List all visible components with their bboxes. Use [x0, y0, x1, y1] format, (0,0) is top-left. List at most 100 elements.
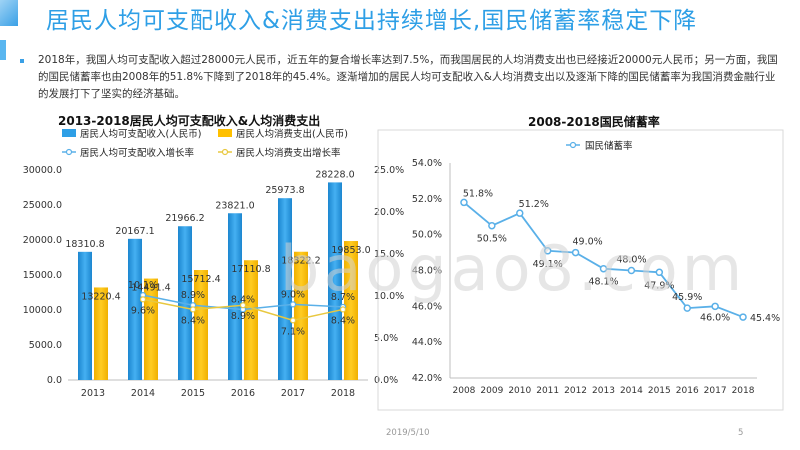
- savings-x-tick-label: 2014: [620, 386, 643, 396]
- corner-decoration: [0, 0, 18, 26]
- legend-marker-2: [65, 148, 73, 156]
- savings-chart-title: 2008-2018国民储蓄率: [528, 115, 660, 129]
- spending-growth-label: 8.4%: [181, 315, 205, 326]
- savings-point-label: 48.0%: [616, 255, 646, 266]
- income-bar: [228, 213, 242, 380]
- savings-point-label: 47.9%: [644, 280, 674, 291]
- right-tick-label: 10.0%: [374, 291, 404, 302]
- spending-growth-label: 7.1%: [281, 326, 305, 337]
- income-chart-title: 2013-2018居民人均可支配收入&人均消费支出: [58, 114, 321, 128]
- spending-growth-label: 8.4%: [331, 315, 355, 326]
- savings-point-label: 49.0%: [572, 237, 602, 248]
- savings-y-tick-label: 44.0%: [412, 337, 442, 348]
- legend-label-2: 居民人均可支配收入增长率: [80, 147, 195, 159]
- savings-point-label: 45.4%: [750, 313, 780, 324]
- income-x-tick-label: 2015: [181, 388, 205, 399]
- savings-point: [516, 209, 524, 217]
- right-tick-label: 0.0%: [374, 375, 398, 386]
- spending-growth-point: [289, 317, 297, 324]
- savings-y-tick-label: 48.0%: [412, 266, 442, 277]
- spending-bar: [194, 270, 208, 380]
- spending-growth-point: [189, 306, 197, 313]
- income-x-tick-label: 2017: [281, 388, 305, 399]
- income-bar: [278, 198, 292, 380]
- income-growth-point: [289, 301, 297, 308]
- legend-label-0: 居民人均可支配收入(人民币): [80, 128, 201, 140]
- spending-bar-label: 17110.8: [231, 264, 270, 275]
- spending-bar-label: 18322.2: [281, 256, 320, 267]
- spending-growth-label: 9.6%: [131, 305, 155, 316]
- savings-x-tick-label: 2017: [704, 386, 727, 396]
- spending-bar: [294, 251, 308, 380]
- spending-growth-point: [239, 302, 247, 309]
- summary-paragraph: 2018年，我国人均可支配收入超过28000元人民币，近五年的复合增长率达到7.…: [38, 54, 778, 100]
- savings-point-label: 51.2%: [519, 199, 549, 210]
- left-tick-label: 0.0: [47, 375, 62, 386]
- footer-date: 2019/5/10: [386, 428, 430, 438]
- savings-point: [460, 198, 468, 207]
- watermark: baogao8.com: [280, 232, 747, 305]
- page-number: 5: [738, 428, 744, 438]
- legend-label-3: 居民人均消费支出增长率: [236, 147, 341, 159]
- income-bar: [128, 238, 142, 380]
- right-tick-label: 15.0%: [374, 249, 404, 260]
- spending-bar: [244, 260, 258, 380]
- spending-bar-label: 13220.4: [81, 291, 120, 302]
- savings-y-tick-label: 46.0%: [412, 301, 442, 312]
- income-bar-label: 28228.0: [315, 169, 354, 180]
- legend-swatch-0: [62, 129, 76, 137]
- income-x-tick-label: 2018: [331, 388, 355, 399]
- left-tick-label: 5000.0: [29, 340, 62, 351]
- savings-x-tick-label: 2012: [564, 386, 587, 396]
- slide-title: 居民人均可支配收入&消费支出持续增长,国民储蓄率稳定下降: [46, 8, 698, 34]
- spending-bar-label: 14491.4: [131, 283, 170, 294]
- savings-x-tick-label: 2011: [536, 386, 559, 396]
- savings-point-label: 45.9%: [672, 292, 702, 303]
- income-growth-label: 10.1%: [128, 280, 158, 291]
- left-tick-label: 20000.0: [23, 235, 62, 246]
- income-x-tick-label: 2016: [231, 388, 255, 399]
- savings-point: [599, 264, 608, 273]
- spending-bar: [94, 287, 108, 380]
- income-growth-label: 8.4%: [231, 294, 255, 305]
- savings-point: [488, 221, 496, 230]
- income-bar: [328, 182, 342, 380]
- bullet-icon: [20, 59, 24, 63]
- left-tick-label: 30000.0: [23, 165, 62, 176]
- savings-x-tick-label: 2008: [453, 386, 476, 396]
- legend-swatch-1: [218, 129, 232, 137]
- spending-growth-point: [139, 296, 147, 303]
- spending-bar-label: 15712.4: [181, 274, 220, 285]
- savings-point: [739, 313, 747, 321]
- savings-point-label: 49.1%: [533, 259, 563, 270]
- left-tick-label: 25000.0: [23, 200, 62, 211]
- spending-growth-point: [339, 306, 347, 313]
- income-bar-label: 20167.1: [115, 226, 154, 237]
- income-bar: [78, 251, 92, 380]
- savings-point-label: 50.5%: [477, 234, 507, 245]
- savings-y-tick-label: 42.0%: [412, 373, 442, 384]
- savings-x-tick-label: 2016: [676, 386, 699, 396]
- savings-legend-label: 国民储蓄率: [585, 140, 633, 152]
- income-x-tick-label: 2013: [81, 388, 105, 399]
- income-bar-label: 21966.2: [165, 213, 204, 224]
- savings-point: [571, 248, 580, 257]
- savings-x-tick-label: 2009: [480, 386, 503, 396]
- spending-bar: [144, 278, 158, 380]
- left-tick-label: 10000.0: [23, 305, 62, 316]
- income-growth-label: 9.0%: [281, 289, 305, 300]
- spending-bar-label: 19853.0: [331, 245, 370, 256]
- savings-y-tick-label: 54.0%: [412, 158, 442, 169]
- left-tick-label: 15000.0: [23, 270, 62, 281]
- savings-point: [683, 304, 691, 312]
- savings-chart-frame: [377, 129, 784, 411]
- savings-x-tick-label: 2018: [732, 386, 755, 396]
- savings-x-tick-label: 2015: [648, 386, 671, 396]
- savings-point-label: 51.8%: [463, 188, 493, 199]
- income-x-tick-label: 2014: [131, 388, 155, 399]
- savings-point-label: 48.1%: [588, 277, 618, 288]
- right-tick-label: 20.0%: [374, 207, 404, 218]
- savings-x-tick-label: 2013: [592, 386, 615, 396]
- spending-growth-label: 8.9%: [231, 311, 255, 322]
